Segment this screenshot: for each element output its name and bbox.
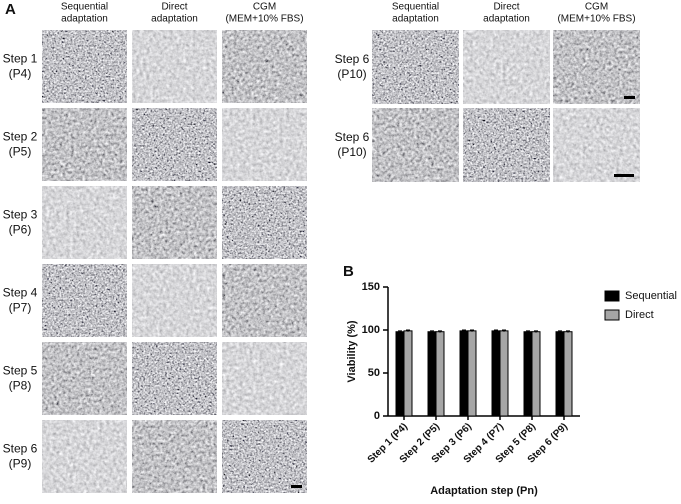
column-header: CGM: [585, 2, 608, 13]
row-label: (P9): [9, 457, 32, 471]
y-tick-label: 50: [368, 367, 380, 379]
scale-bar: [624, 96, 635, 99]
panel-label: B: [343, 263, 354, 280]
bar: [435, 331, 445, 417]
column-header: Direct: [493, 2, 519, 13]
micrograph: [132, 264, 217, 337]
row-label: Step 6: [335, 52, 370, 66]
row-label: Step 3: [3, 208, 38, 222]
row-label: Step 6: [3, 442, 38, 456]
y-tick-label: 0: [374, 410, 380, 422]
micrograph: [132, 108, 217, 181]
micrograph: [553, 30, 640, 104]
column-header: adaptation: [151, 14, 198, 25]
micrograph: [42, 186, 127, 259]
bar: [523, 331, 533, 417]
row-label: (P10): [337, 67, 366, 81]
row-label: Step 5: [3, 364, 38, 378]
bar: [555, 331, 565, 417]
legend-swatch: [604, 290, 620, 302]
column-header: (MEM+10% FBS): [557, 14, 635, 25]
error-bar: [494, 329, 498, 332]
row-label: (P7): [9, 301, 32, 315]
micrograph: [222, 342, 307, 415]
micrograph: [372, 108, 459, 182]
micrograph: [222, 108, 307, 181]
row-label: Step 4: [3, 286, 38, 300]
micrograph: [42, 342, 127, 415]
micrograph: [222, 420, 307, 493]
bar: [427, 331, 437, 417]
error-bar: [566, 330, 570, 333]
error-bar: [406, 329, 410, 332]
legend-swatch: [604, 309, 620, 321]
column-header: adaptation: [483, 14, 530, 25]
legend-label: Sequential: [625, 290, 677, 302]
bar: [403, 330, 413, 417]
micrograph: [553, 108, 640, 182]
micrograph: [132, 342, 217, 415]
bar: [395, 331, 405, 417]
y-axis-label: Viability (%): [346, 320, 358, 382]
bar: [491, 330, 501, 417]
legend-label: Direct: [625, 309, 654, 321]
column-header: CGM: [253, 2, 276, 13]
micrograph: [222, 264, 307, 337]
error-bar: [430, 330, 434, 333]
error-bar: [526, 330, 530, 333]
micrograph: [463, 30, 550, 104]
micrograph: [222, 186, 307, 259]
bar: [531, 331, 541, 417]
row-label: Step 1: [3, 52, 38, 66]
column-header: (MEM+10% FBS): [225, 14, 303, 25]
column-header: Direct: [161, 2, 187, 13]
y-tick-label: 100: [362, 324, 380, 336]
error-bar: [438, 330, 442, 333]
x-axis-label: Adaptation step (Pn): [430, 485, 538, 497]
bar: [459, 330, 469, 417]
micrograph: [42, 30, 127, 103]
column-header: adaptation: [392, 14, 439, 25]
micrograph: [42, 264, 127, 337]
micrograph: [463, 108, 550, 182]
scale-bar: [614, 174, 634, 177]
error-bar: [534, 330, 538, 333]
column-header: adaptation: [61, 14, 108, 25]
micrograph: [132, 30, 217, 103]
error-bar: [398, 330, 402, 333]
row-label: Step 6: [335, 130, 370, 144]
micrograph: [42, 420, 127, 493]
column-header: Sequential: [392, 2, 439, 13]
micrograph: [222, 30, 307, 103]
y-tick-label: 150: [362, 281, 380, 293]
error-bar: [558, 330, 562, 333]
micrograph: [42, 108, 127, 181]
row-label: Step 2: [3, 130, 38, 144]
row-label: (P5): [9, 145, 32, 159]
micrograph: [132, 420, 217, 493]
bar: [563, 331, 573, 417]
panel-label: A: [5, 1, 16, 18]
bar: [499, 330, 509, 417]
row-label: (P6): [9, 223, 32, 237]
error-bar: [462, 329, 466, 332]
scale-bar: [291, 485, 302, 488]
bar: [467, 330, 477, 417]
micrograph: [372, 30, 459, 104]
column-header: Sequential: [61, 2, 108, 13]
micrograph: [132, 186, 217, 259]
error-bar: [470, 329, 474, 332]
row-label: (P4): [9, 67, 32, 81]
error-bar: [502, 329, 506, 332]
row-label: (P10): [337, 145, 366, 159]
row-label: (P8): [9, 379, 32, 393]
